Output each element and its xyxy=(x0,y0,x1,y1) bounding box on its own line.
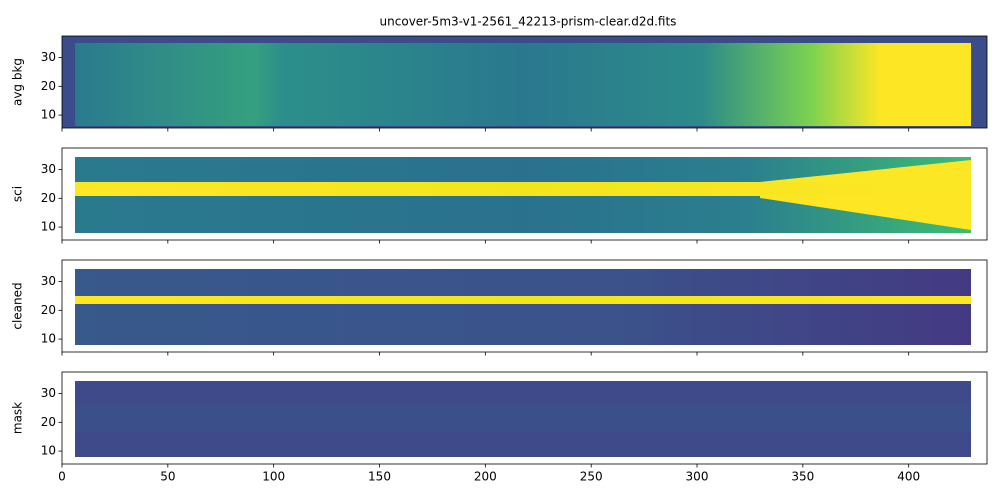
image-cleaned xyxy=(75,269,971,345)
x-tick-label: 50 xyxy=(160,470,175,484)
x-tick-label: 250 xyxy=(580,470,603,484)
y-axis-label: sci xyxy=(11,186,25,202)
chart-title: uncover-5m3-v1-2561_42213-prism-clear.d2… xyxy=(380,15,677,29)
y-tick-label: 10 xyxy=(41,444,56,458)
y-tick-label: 20 xyxy=(41,79,56,93)
y-tick-label: 20 xyxy=(41,303,56,317)
x-tick-label: 350 xyxy=(791,470,814,484)
y-tick-label: 10 xyxy=(41,332,56,346)
y-axis-label: avg bkg xyxy=(11,58,25,106)
x-tick-label: 150 xyxy=(368,470,391,484)
y-tick-label: 30 xyxy=(41,162,56,176)
axes-frame xyxy=(61,371,988,465)
y-tick-label: 30 xyxy=(41,386,56,400)
y-axis-label: cleaned xyxy=(11,282,25,329)
x-tick-label: 400 xyxy=(897,470,920,484)
y-tick-label: 20 xyxy=(41,415,56,429)
x-tick-label: 200 xyxy=(474,470,497,484)
x-tick-label: 0 xyxy=(58,470,66,484)
y-tick-label: 20 xyxy=(41,191,56,205)
y-tick-label: 10 xyxy=(41,220,56,234)
x-tick-label: 300 xyxy=(686,470,709,484)
axes-frame xyxy=(61,35,988,129)
y-axis-label: mask xyxy=(11,402,25,434)
y-tick-label: 10 xyxy=(41,108,56,122)
axes-frame xyxy=(61,147,988,241)
image-sci xyxy=(75,157,971,233)
axes-frame xyxy=(61,259,988,353)
image-avg-bkg xyxy=(62,36,987,128)
x-tick-label: 100 xyxy=(262,470,285,484)
y-tick-label: 30 xyxy=(41,50,56,64)
image-mask xyxy=(75,381,971,457)
y-tick-label: 30 xyxy=(41,274,56,288)
